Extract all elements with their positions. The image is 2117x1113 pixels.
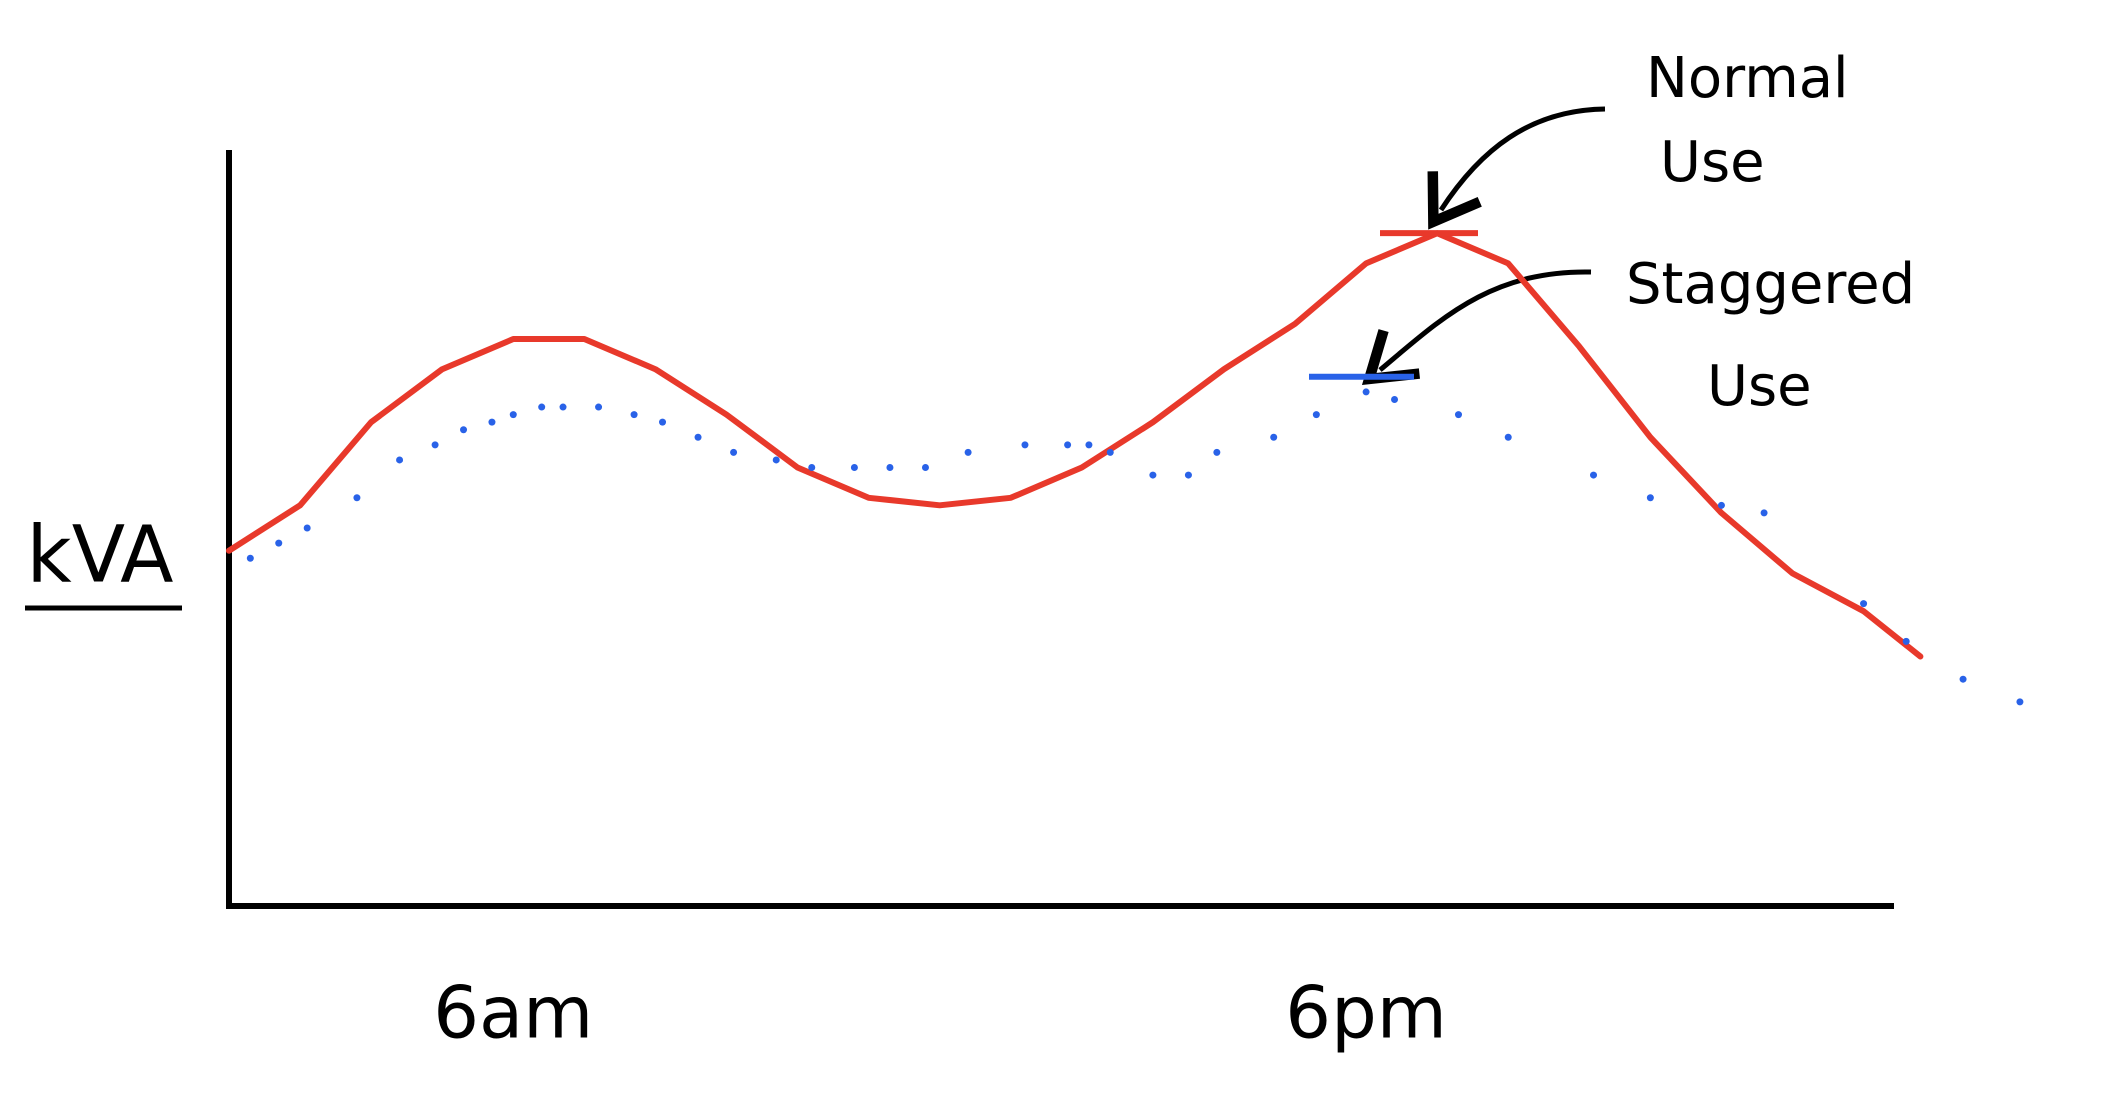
data-point — [1717, 501, 1725, 509]
data-point — [1391, 395, 1399, 403]
data-point — [1362, 388, 1370, 396]
series-line — [226, 230, 1924, 660]
data-point — [1760, 509, 1768, 517]
data-point — [488, 418, 496, 426]
annotation-text: Normal — [1646, 46, 1849, 111]
data-point — [353, 494, 361, 502]
data-point — [630, 411, 638, 419]
data-point — [1149, 471, 1157, 479]
data-point — [886, 464, 894, 472]
data-point — [694, 433, 702, 441]
data-point — [1021, 441, 1029, 449]
data-point — [1902, 637, 1910, 645]
y-axis-label: kVA — [27, 510, 174, 600]
data-point — [1270, 433, 1278, 441]
arrow — [1427, 106, 1606, 230]
data-point — [1312, 411, 1320, 419]
annotation-text: Use — [1660, 130, 1765, 195]
arrow — [1361, 269, 1592, 386]
data-point — [246, 554, 254, 562]
x-tick-label: 6am — [433, 971, 593, 1055]
data-point — [460, 426, 468, 434]
data-point — [1085, 441, 1093, 449]
data-point — [303, 524, 311, 532]
data-point — [808, 464, 816, 472]
data-point — [1646, 494, 1654, 502]
data-point — [595, 403, 603, 411]
data-point — [921, 464, 929, 472]
data-point — [850, 464, 858, 472]
data-point — [1959, 675, 1967, 683]
data-point — [1106, 448, 1114, 456]
data-point — [1590, 471, 1598, 479]
data-point — [772, 456, 780, 464]
data-point — [538, 403, 546, 411]
data-point — [1184, 471, 1192, 479]
data-point — [1504, 433, 1512, 441]
data-point — [730, 448, 738, 456]
x-tick-label: 6pm — [1285, 971, 1447, 1055]
annotation-text: Use — [1707, 354, 1812, 419]
data-point — [1213, 448, 1221, 456]
data-point — [1064, 441, 1072, 449]
data-point — [659, 418, 667, 426]
annotation-text: Staggered — [1626, 252, 1915, 317]
data-point — [2016, 698, 2024, 706]
data-point — [431, 441, 439, 449]
data-point — [1454, 411, 1462, 419]
data-point — [275, 539, 283, 547]
data-point — [396, 456, 404, 464]
data-point — [1860, 600, 1868, 608]
data-point — [964, 448, 972, 456]
data-point — [509, 411, 517, 419]
data-point — [559, 403, 567, 411]
